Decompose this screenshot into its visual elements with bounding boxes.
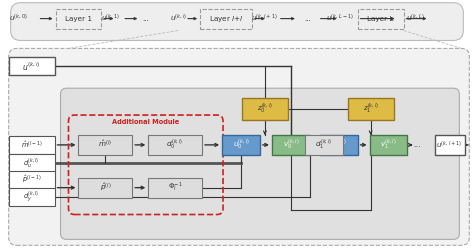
Text: $\Phi_l^{-1}$: $\Phi_l^{-1}$: [168, 181, 182, 194]
Text: $u^{(k,L-1)}$: $u^{(k,L-1)}$: [326, 13, 354, 24]
Bar: [148, 178, 202, 198]
Bar: [200, 9, 252, 28]
Text: ...: ...: [304, 16, 311, 22]
Text: $\hat{p}^{(l)}$: $\hat{p}^{(l)}$: [100, 181, 111, 194]
Bar: [222, 135, 260, 155]
Text: $d_u^{(k,l)}$: $d_u^{(k,l)}$: [24, 156, 40, 170]
Text: $v_1^{(k,l)}$: $v_1^{(k,l)}$: [380, 138, 397, 152]
Bar: [79, 135, 132, 155]
Bar: [9, 171, 55, 189]
Text: $v_0^{(k,l)}$: $v_0^{(k,l)}$: [283, 138, 299, 152]
Text: $u^{(k,1)}$: $u^{(k,1)}$: [101, 13, 120, 24]
Bar: [370, 135, 408, 155]
Bar: [436, 135, 465, 155]
Text: $\hat{p}^{(l-1)}$: $\hat{p}^{(l-1)}$: [22, 174, 41, 186]
Bar: [242, 98, 288, 120]
Bar: [9, 154, 55, 172]
Text: Layer $l$+$l$: Layer $l$+$l$: [209, 14, 243, 24]
Bar: [9, 188, 55, 206]
Bar: [320, 135, 358, 155]
Text: $u^{(k,l+1)}$: $u^{(k,l+1)}$: [251, 13, 277, 24]
Text: $u^{(k,l+1)}$: $u^{(k,l+1)}$: [437, 139, 462, 150]
FancyBboxPatch shape: [11, 3, 463, 41]
Text: $d_1^{(k,l)}$: $d_1^{(k,l)}$: [315, 138, 332, 152]
Bar: [9, 136, 55, 154]
Text: $u^{(k,l)}$: $u^{(k,l)}$: [22, 60, 41, 73]
Text: Additional Module: Additional Module: [112, 119, 179, 125]
Text: $\hat{m}^{(l-1)}$: $\hat{m}^{(l-1)}$: [21, 139, 43, 150]
Text: $u_0^{(k,l)}$: $u_0^{(k,l)}$: [233, 138, 249, 152]
Text: Layer 1: Layer 1: [65, 16, 92, 22]
Text: $u^{(k,l)}$: $u^{(k,l)}$: [170, 13, 187, 24]
FancyBboxPatch shape: [9, 48, 469, 245]
Bar: [148, 135, 202, 155]
Text: $z_1^{(k,l)}$: $z_1^{(k,l)}$: [363, 102, 379, 116]
Bar: [305, 135, 343, 155]
Bar: [358, 9, 403, 28]
Text: $u_1^{(k,l)}$: $u_1^{(k,l)}$: [330, 138, 347, 152]
Text: $d_y^{(k,l)}$: $d_y^{(k,l)}$: [24, 189, 40, 204]
Bar: [55, 9, 101, 28]
Text: $u^{(k,0)}$: $u^{(k,0)}$: [9, 13, 28, 24]
Bar: [79, 178, 132, 198]
Text: ...: ...: [413, 140, 421, 149]
Bar: [9, 57, 55, 75]
Text: $d_0^{(k,l)}$: $d_0^{(k,l)}$: [166, 138, 184, 152]
Bar: [347, 98, 393, 120]
Bar: [272, 135, 310, 155]
Text: ...: ...: [142, 16, 149, 22]
Text: $\hat{m}^{(l)}$: $\hat{m}^{(l)}$: [99, 139, 112, 150]
Text: $z_0^{(k,l)}$: $z_0^{(k,l)}$: [257, 102, 273, 116]
Text: $u^{(k,L)}$: $u^{(k,L)}$: [406, 13, 425, 24]
FancyBboxPatch shape: [61, 88, 459, 239]
Text: Layer L: Layer L: [367, 16, 394, 22]
